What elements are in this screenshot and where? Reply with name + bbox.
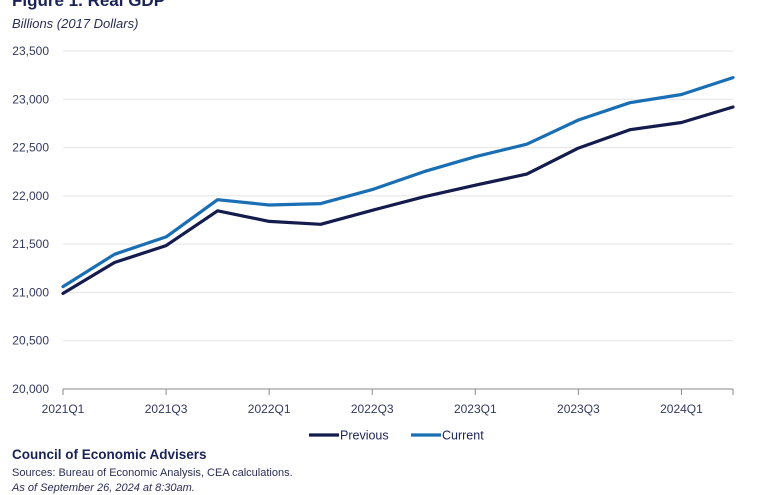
y-tick-label: 21,000 (12, 285, 49, 299)
x-tick-label: 2023Q1 (454, 402, 497, 416)
y-tick-label: 20,500 (12, 334, 49, 348)
line-chart: 20,000 20,500 21,000 21,500 22,000 22,500 23,0… (12, 44, 735, 443)
x-tick-label: 2023Q3 (557, 402, 600, 416)
y-tick-label: 22,500 (12, 141, 49, 155)
y-axis: 20,000 20,500 21,000 21,500 22,000 22,500 23,0… (12, 44, 49, 396)
y-tick-label: 20,000 (12, 382, 49, 396)
x-tick-label: 2022Q3 (351, 402, 394, 416)
x-tick-label: 2021Q3 (145, 402, 188, 416)
gridlines (63, 50, 733, 342)
footer-sources: Sources: Bureau of Economic Analysis, CE… (12, 467, 293, 479)
x-tick-label: 2022Q1 (248, 402, 291, 416)
x-tick-label: 2024Q1 (660, 402, 703, 416)
series-lines (61, 75, 735, 295)
footer-organization: Council of Economic Advisers (12, 447, 207, 462)
chart-subtitle: Billions (2017 Dollars) (12, 16, 139, 31)
legend-label-current: Current (442, 429, 484, 443)
legend-label-previous: Previous (340, 429, 389, 443)
footer-timestamp: As of September 26, 2024 at 8:30am. (12, 482, 195, 494)
x-axis: 2021Q1 2021Q3 2022Q1 2022Q3 2023Q1 2023Q3 2024… (42, 388, 734, 416)
legend: Previous Current (309, 429, 484, 443)
y-tick-label: 22,000 (12, 189, 49, 203)
y-tick-label: 23,000 (12, 92, 49, 106)
series-line-current (61, 75, 735, 289)
y-tick-label: 21,500 (12, 237, 49, 251)
x-tick-label: 2021Q1 (42, 402, 85, 416)
y-tick-label: 23,500 (12, 44, 49, 58)
series-line-previous (61, 105, 735, 295)
chart-title: Figure 1. Real GDP (12, 0, 166, 10)
